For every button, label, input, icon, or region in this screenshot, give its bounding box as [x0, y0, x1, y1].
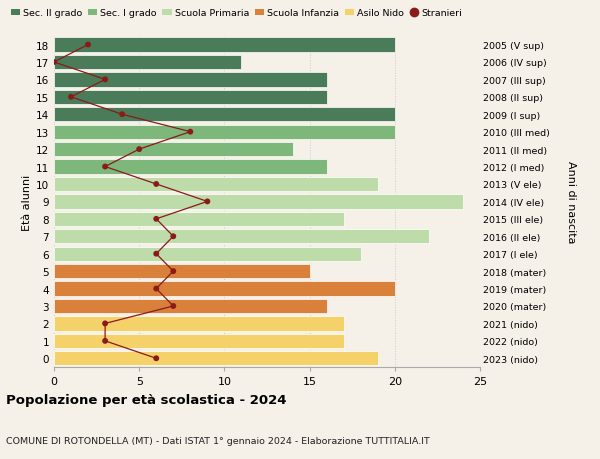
Bar — [54, 352, 378, 366]
Bar — [54, 108, 395, 122]
Bar — [54, 299, 326, 313]
Bar — [54, 56, 241, 70]
Text: Popolazione per età scolastica - 2024: Popolazione per età scolastica - 2024 — [6, 393, 287, 406]
Bar — [54, 282, 395, 296]
Bar — [54, 143, 293, 157]
Point — [151, 216, 161, 223]
Text: COMUNE DI ROTONDELLA (MT) - Dati ISTAT 1° gennaio 2024 - Elaborazione TUTTITALIA: COMUNE DI ROTONDELLA (MT) - Dati ISTAT 1… — [6, 436, 430, 445]
Point — [100, 320, 110, 327]
Point — [151, 285, 161, 292]
Bar — [54, 73, 326, 87]
Bar — [54, 90, 326, 105]
Point — [100, 163, 110, 171]
Point — [151, 355, 161, 362]
Y-axis label: Età alunni: Età alunni — [22, 174, 32, 230]
Point — [169, 268, 178, 275]
Point — [169, 302, 178, 310]
Point — [185, 129, 195, 136]
Bar — [54, 38, 395, 52]
Point — [169, 233, 178, 241]
Bar — [54, 195, 463, 209]
Bar — [54, 178, 378, 192]
Point — [66, 94, 76, 101]
Point — [83, 42, 93, 49]
Legend: Sec. II grado, Sec. I grado, Scuola Primaria, Scuola Infanzia, Asilo Nido, Stran: Sec. II grado, Sec. I grado, Scuola Prim… — [11, 9, 463, 18]
Point — [100, 77, 110, 84]
Bar — [54, 247, 361, 261]
Bar — [54, 212, 344, 226]
Point — [49, 59, 59, 67]
Point — [203, 198, 212, 206]
Bar — [54, 334, 344, 348]
Bar — [54, 317, 344, 331]
Point — [100, 337, 110, 345]
Point — [134, 146, 144, 153]
Bar — [54, 125, 395, 140]
Bar — [54, 160, 326, 174]
Point — [151, 181, 161, 188]
Bar — [54, 264, 310, 279]
Bar — [54, 230, 429, 244]
Point — [151, 251, 161, 258]
Point — [118, 112, 127, 119]
Y-axis label: Anni di nascita: Anni di nascita — [566, 161, 577, 243]
